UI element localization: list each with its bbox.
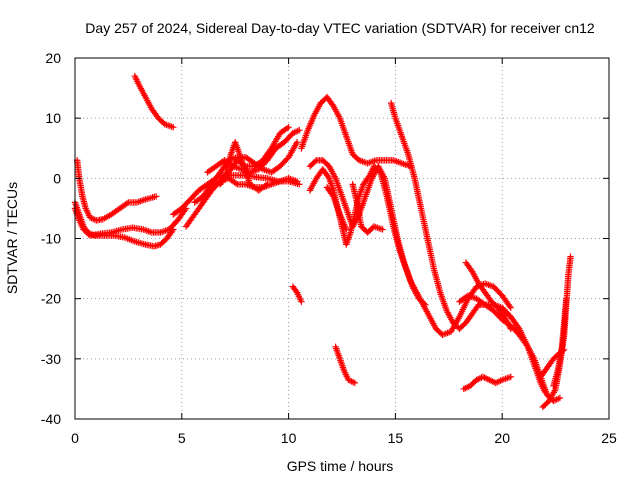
data-point [507,325,514,332]
data-point [348,378,355,385]
data-point [264,181,271,188]
x-tick-label: 0 [71,430,79,446]
series-track-10 [221,139,271,194]
series-track-4 [131,72,177,131]
x-axis-label: GPS time / hours [287,458,394,474]
tick-labels: 0 5 10 15 20 25 -40 -30 -20 -10 0 10 20 [41,50,617,446]
data-point [507,373,514,381]
data-point [343,226,350,233]
data-point [89,215,97,223]
x-tick-label: 20 [494,430,510,446]
series-track-8 [204,127,303,176]
series-track-3 [73,157,160,224]
y-tick-label: 0 [53,170,61,186]
series-track-11 [289,283,305,305]
data-point [329,101,336,108]
data-point [556,394,564,402]
y-tick-label: -20 [41,291,61,307]
y-tick-label: -10 [41,231,61,247]
data-point [563,295,570,302]
data-point [515,324,522,331]
series-track-2 [71,205,190,239]
data-point [232,180,240,187]
data-point [293,178,301,185]
data-point [292,287,300,295]
data-point [296,127,303,134]
data-point [500,312,507,319]
y-axis-label: SDTVAR / TECUs [4,182,20,294]
data-point [553,396,560,403]
data-point [379,226,386,233]
data-series [71,72,574,411]
series-track-14 [306,157,514,338]
data-point [152,193,160,200]
data-point [283,124,291,132]
data-point [329,191,336,199]
data-point [85,231,92,238]
data-point [262,182,270,189]
data-point [468,266,475,274]
data-point [507,304,514,311]
chart-title: Day 257 of 2024, Sidereal Day-to-day VTE… [85,20,595,36]
series-track-12 [298,93,414,170]
data-point [293,139,301,146]
x-tick-label: 25 [601,430,617,446]
data-point [567,253,574,260]
data-point [506,302,513,310]
data-point [523,342,530,349]
data-point [351,379,359,387]
series-track-18 [387,99,549,396]
x-tick-label: 10 [281,430,297,446]
data-point [324,173,332,181]
y-tick-label: -40 [41,411,61,427]
data-point [123,200,131,207]
y-tick-label: -30 [41,351,61,367]
series-track-21 [460,373,514,393]
x-tick-label: 5 [178,430,186,446]
data-point [170,123,177,131]
series-track-24 [550,295,570,390]
y-tick-label: 10 [45,110,61,126]
series-track-15 [323,184,350,233]
data-point [311,158,319,165]
series-track-16 [332,343,359,387]
series-track-17 [349,181,386,236]
data-point [285,123,292,131]
axes [74,57,610,420]
x-tick-label: 15 [388,430,404,446]
series-track-20 [462,259,514,332]
data-point [298,298,305,305]
y-tick-label: 20 [45,50,61,66]
